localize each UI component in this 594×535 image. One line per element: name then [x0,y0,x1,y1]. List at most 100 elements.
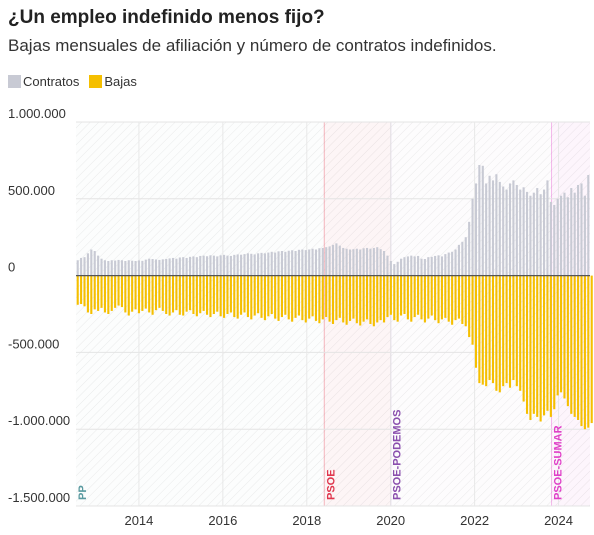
bar-bajas[interactable] [539,275,542,422]
bar-bajas[interactable] [318,275,321,324]
bar-bajas[interactable] [348,275,352,321]
bar-contratos[interactable] [560,195,563,276]
bar-bajas[interactable] [148,275,151,313]
bar-bajas[interactable] [495,275,498,391]
bar-contratos[interactable] [308,249,311,276]
bar-bajas[interactable] [161,275,164,311]
bar-contratos[interactable] [454,249,457,276]
bar-bajas[interactable] [420,275,423,320]
bar-contratos[interactable] [243,254,246,276]
bar-bajas[interactable] [236,275,239,319]
bar-contratos[interactable] [304,250,307,276]
bar-bajas[interactable] [103,275,106,313]
bar-bajas[interactable] [430,275,433,316]
bar-contratos[interactable] [498,181,501,276]
bar-bajas[interactable] [417,275,420,315]
bar-contratos[interactable] [420,258,423,276]
bar-contratos[interactable] [185,257,188,276]
bar-contratos[interactable] [100,258,103,276]
bar-bajas[interactable] [383,275,386,323]
bar-contratos[interactable] [257,253,260,276]
bar-contratos[interactable] [379,249,382,276]
bar-contratos[interactable] [342,247,345,276]
bar-contratos[interactable] [437,255,440,276]
bar-bajas[interactable] [519,275,522,391]
bar-bajas[interactable] [447,275,450,322]
bar-bajas[interactable] [590,275,593,424]
bar-bajas[interactable] [270,275,273,314]
bar-bajas[interactable] [243,275,246,313]
bar-contratos[interactable] [195,257,198,276]
bar-bajas[interactable] [233,275,236,318]
bar-bajas[interactable] [362,275,365,322]
bar-bajas[interactable] [216,275,219,312]
bar-contratos[interactable] [468,221,471,276]
bar-bajas[interactable] [335,275,338,321]
bar-bajas[interactable] [553,275,556,410]
bar-bajas[interactable] [386,275,389,318]
bar-contratos[interactable] [192,256,195,276]
bar-bajas[interactable] [206,275,209,315]
bar-contratos[interactable] [263,253,266,276]
bar-bajas[interactable] [277,275,280,321]
bar-bajas[interactable] [131,275,134,312]
bar-contratos[interactable] [331,244,335,276]
bar-bajas[interactable] [124,275,127,313]
bar-contratos[interactable] [240,254,243,276]
bar-bajas[interactable] [250,275,253,320]
bar-bajas[interactable] [120,275,124,308]
bar-contratos[interactable] [311,248,314,276]
bar-bajas[interactable] [376,275,379,323]
bar-bajas[interactable] [478,275,481,384]
bar-bajas[interactable] [240,275,243,315]
bar-contratos[interactable] [154,259,158,276]
bar-bajas[interactable] [83,275,86,307]
bar-bajas[interactable] [505,275,508,384]
bar-contratos[interactable] [280,251,283,276]
bar-contratos[interactable] [369,248,372,276]
bar-bajas[interactable] [434,275,437,321]
bar-bajas[interactable] [440,275,443,320]
bar-bajas[interactable] [464,275,467,327]
bar-contratos[interactable] [260,252,263,276]
bar-bajas[interactable] [556,275,559,396]
bar-bajas[interactable] [566,275,569,407]
bar-contratos[interactable] [365,247,369,276]
bar-contratos[interactable] [274,252,277,276]
bar-contratos[interactable] [246,253,249,276]
bar-bajas[interactable] [127,275,130,316]
bar-bajas[interactable] [488,275,491,381]
bar-contratos[interactable] [321,247,324,276]
bar-bajas[interactable] [117,275,120,306]
bar-bajas[interactable] [287,275,290,320]
bar-contratos[interactable] [539,194,542,276]
bar-contratos[interactable] [393,264,396,276]
bar-contratos[interactable] [389,261,392,276]
bar-contratos[interactable] [400,258,403,276]
bar-bajas[interactable] [209,275,212,318]
bar-contratos[interactable] [267,252,270,276]
bar-bajas[interactable] [291,275,294,322]
bar-contratos[interactable] [117,259,120,276]
bar-bajas[interactable] [342,275,345,323]
bar-contratos[interactable] [318,248,321,276]
bar-contratos[interactable] [141,260,144,276]
bar-bajas[interactable] [546,275,549,411]
bar-contratos[interactable] [362,248,365,276]
bar-bajas[interactable] [97,275,100,311]
bar-bajas[interactable] [529,275,532,420]
bar-contratos[interactable] [376,247,379,276]
bar-bajas[interactable] [427,275,430,319]
bar-contratos[interactable] [410,255,413,276]
bar-contratos[interactable] [297,249,301,276]
bar-contratos[interactable] [229,255,232,276]
bar-contratos[interactable] [478,165,481,276]
bar-bajas[interactable] [406,275,409,320]
bar-bajas[interactable] [178,275,181,315]
bar-bajas[interactable] [223,275,226,318]
bar-contratos[interactable] [144,259,147,276]
bar-bajas[interactable] [325,275,328,318]
bar-bajas[interactable] [474,275,478,368]
bar-bajas[interactable] [393,275,396,321]
bar-contratos[interactable] [587,174,590,276]
